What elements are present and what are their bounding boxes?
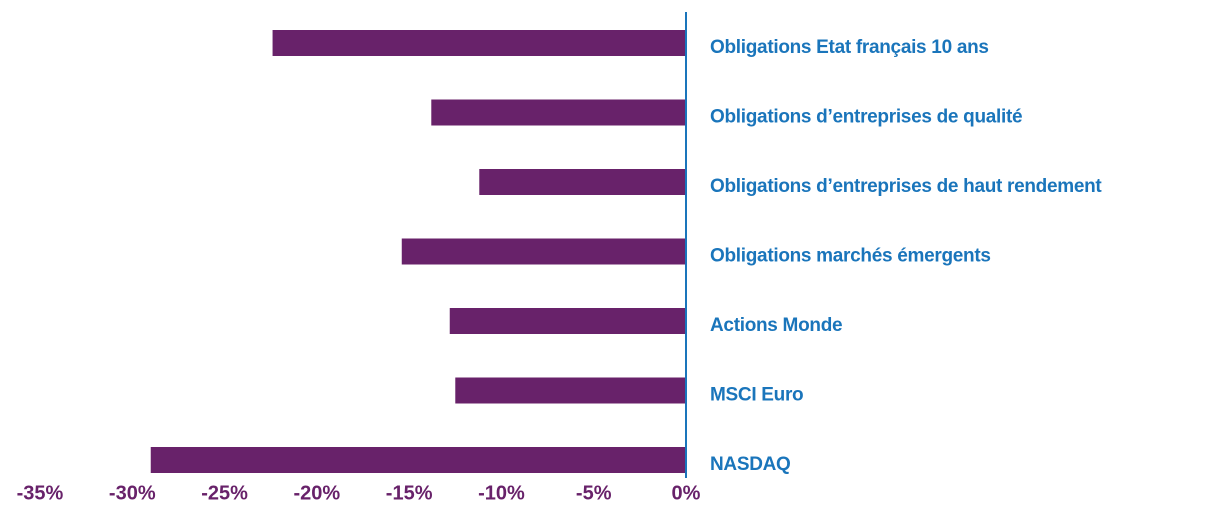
x-tick-label: -15%	[386, 482, 433, 504]
x-tick-label: -5%	[576, 482, 612, 504]
category-label: Obligations Etat français 10 ans	[710, 37, 989, 58]
x-tick-label: -10%	[478, 482, 525, 504]
category-label: Obligations d’entreprises de haut rendem…	[710, 176, 1102, 197]
x-tick-label: -35%	[17, 482, 64, 504]
bar	[272, 30, 686, 56]
category-label: MSCI Euro	[710, 385, 803, 406]
bar	[401, 238, 686, 265]
category-label: NASDAQ	[710, 454, 791, 475]
x-tick-label: -30%	[109, 482, 156, 504]
bar	[150, 447, 686, 473]
category-label: Obligations d’entreprises de qualité	[710, 107, 1022, 128]
bar	[479, 169, 686, 195]
category-label: Obligations marchés émergents	[710, 246, 991, 267]
category-label: Actions Monde	[710, 315, 842, 336]
x-tick-label: 0%	[672, 482, 701, 504]
bar	[455, 377, 686, 404]
x-tick-label: -20%	[294, 482, 341, 504]
bar	[449, 308, 686, 334]
bar	[431, 99, 686, 126]
x-tick-label: -25%	[201, 482, 248, 504]
